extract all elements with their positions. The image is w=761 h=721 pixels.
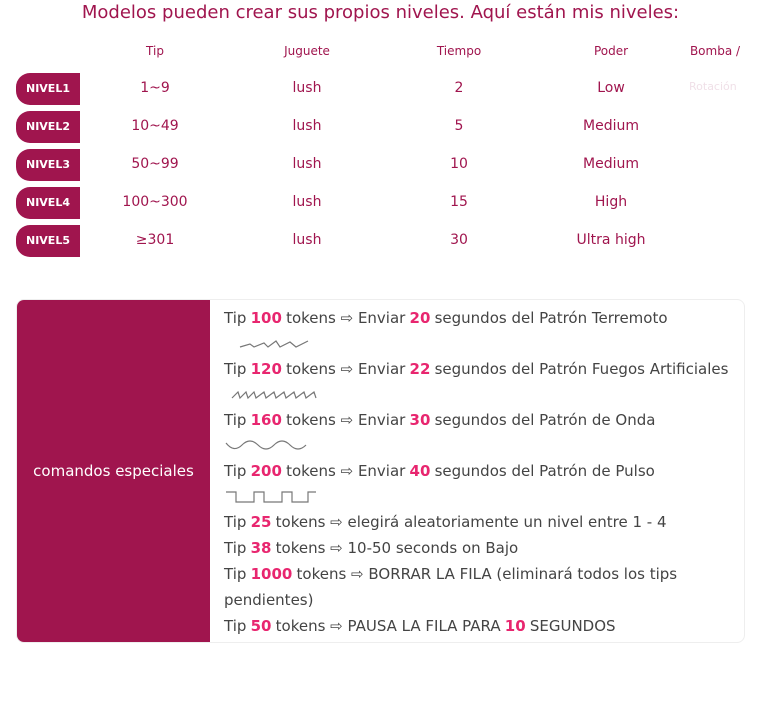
command-text: segundos del Patrón de Pulso (434, 462, 655, 480)
command-text: Tip (224, 513, 247, 531)
amount: 40 (409, 462, 431, 480)
command-text: tokens ⇨ BORRAR LA FILA (eliminará todos… (224, 565, 678, 609)
column-header: Tip (146, 44, 164, 58)
level-cell: High (594, 194, 628, 210)
commands-list: Tip 100 tokens ⇨ Enviar 20 segundos del Patr… (224, 305, 734, 639)
level-cell: 2 (454, 80, 464, 96)
command-text: tokens ⇨ Enviar (286, 309, 406, 327)
command-text: tokens ⇨ elegirá aleatoriamente un nivel… (275, 513, 667, 531)
command: Tip 100 tokens ⇨ Enviar 20 segundos del Patr… (224, 305, 734, 331)
level-cell: 50~99 (131, 156, 179, 172)
command-text: tokens ⇨ 10-50 seconds on Bajo (275, 539, 519, 557)
level-cell: lush (292, 118, 322, 134)
level-cell: 10~49 (131, 118, 179, 134)
command: Tip 200 tokens ⇨ Enviar 40 segundos del Patr… (224, 458, 734, 484)
column-header: Juguete (284, 44, 330, 58)
level-row: NIVEL3 50~99 lush 10 Medium (16, 149, 756, 181)
amount: 160 (250, 411, 282, 429)
level-cell: 5 (454, 118, 464, 134)
command-text: tokens ⇨ Enviar (286, 411, 406, 429)
amount: 10 (504, 617, 526, 635)
command-text: Tip (224, 565, 247, 583)
pattern-icon (239, 340, 309, 348)
amount: 20 (409, 309, 431, 327)
command-text: tokens ⇨ PAUSA LA FILA PARA (275, 617, 501, 635)
amount: 100 (250, 309, 282, 327)
amount: 25 (250, 513, 272, 531)
command-text: tokens ⇨ Enviar (286, 462, 406, 480)
amount: 30 (409, 411, 431, 429)
pattern-icon (225, 440, 307, 450)
amount: 50 (250, 617, 272, 635)
level-badge: NIVEL2 (16, 111, 80, 143)
amount: 38 (250, 539, 272, 557)
level-cell: Low (597, 80, 625, 96)
level-badge: NIVEL5 (16, 225, 80, 257)
command-text: Tip (224, 617, 247, 635)
title: Modelos pueden crear sus propios niveles… (81, 2, 680, 23)
level-cell: 10 (450, 156, 468, 172)
column-header: Poder (593, 44, 629, 58)
amount: 22 (409, 360, 431, 378)
column-header: Tiempo (436, 44, 482, 58)
command: Tip 38 tokens ⇨ 10-50 seconds on Bajo (224, 535, 734, 561)
level-cell: 1~9 (140, 80, 170, 96)
level-cell: Medium (583, 118, 639, 134)
level-cell: 15 (450, 194, 468, 210)
level-row: NIVEL1 1~9 lush 2 Low (16, 73, 756, 105)
command-text: Tip (224, 539, 247, 557)
command-text: Tip (224, 411, 247, 429)
level-cell: ≥301 (135, 232, 175, 248)
amount: 120 (250, 360, 282, 378)
command-text: tokens ⇨ Enviar (286, 360, 406, 378)
level-cell: 30 (450, 232, 468, 248)
command-text: Tip (224, 309, 247, 327)
command: Tip 1000 tokens ⇨ BORRAR LA FILA (eliminar… (224, 561, 734, 613)
commands-label: comandos especiales (17, 300, 210, 642)
pattern-icon (231, 390, 317, 400)
level-cell: 100~300 (122, 194, 188, 210)
amount: 200 (250, 462, 282, 480)
command: Tip 50 tokens ⇨ PAUSA LA FILA PARA 10 SEGUND… (224, 613, 734, 639)
level-row: NIVEL4 100~300 lush 15 High (16, 187, 756, 219)
extra-label: Rotación (689, 80, 737, 93)
pattern-icon (226, 491, 316, 503)
command-text: segundos del Patrón Fuegos Artificiales (434, 360, 729, 378)
level-badge: NIVEL4 (16, 187, 80, 219)
level-badge: NIVEL1 (16, 73, 80, 105)
command-text: SEGUNDOS (529, 617, 616, 635)
command: Tip 120 tokens ⇨ Enviar 22 segundos del Patr… (224, 356, 734, 382)
level-badge: NIVEL3 (16, 149, 80, 181)
level-cell: lush (292, 156, 322, 172)
level-cell: Medium (583, 156, 639, 172)
column-header: Bomba / (689, 44, 741, 58)
commands-panel: comandos especiales Tip 100 tokens ⇨ Envia… (16, 299, 745, 643)
command-text: Tip (224, 462, 247, 480)
command: Tip 25 tokens ⇨ elegirá aleatoriamente un … (224, 509, 734, 535)
level-cell: lush (292, 194, 322, 210)
command-text: segundos del Patrón Terremoto (434, 309, 668, 327)
level-cell: lush (292, 80, 322, 96)
level-row: NIVEL5 ≥301 lush 30 Ultra high (16, 225, 756, 257)
level-row: NIVEL2 10~49 lush 5 Medium (16, 111, 756, 143)
level-cell: lush (292, 232, 322, 248)
amount: 1000 (250, 565, 293, 583)
command-text: segundos del Patrón de Onda (434, 411, 656, 429)
command-text: Tip (224, 360, 247, 378)
command: Tip 160 tokens ⇨ Enviar 30 segundos del Patr… (224, 407, 734, 433)
level-cell: Ultra high (576, 232, 646, 248)
